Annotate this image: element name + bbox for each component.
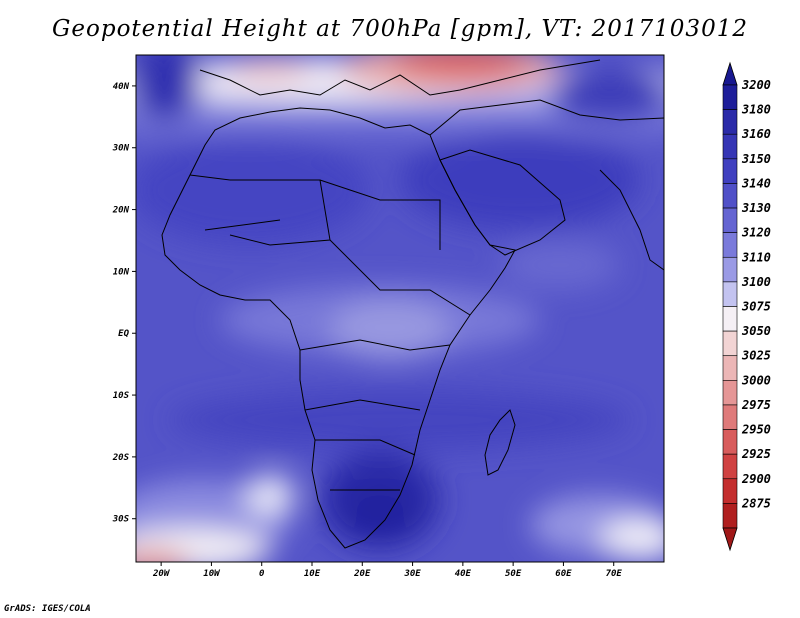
longitude-ticks: 20W 10W 0 10E 20E 30E 40E 50E 60E 70E xyxy=(152,562,622,579)
colorbar-swatch xyxy=(722,503,738,529)
lat-tick-label: 40N xyxy=(113,82,130,92)
lon-tick-label: 30E xyxy=(403,569,421,579)
colorbar-swatch xyxy=(722,133,738,160)
lon-tick-label: 10E xyxy=(304,569,321,579)
colorbar-swatch xyxy=(722,306,738,332)
colorbar-label: 3160 xyxy=(741,127,771,141)
lat-tick-label: 30S xyxy=(112,515,130,525)
grads-credit: GrADS: IGES/COLA xyxy=(4,604,91,614)
colorbar-swatch xyxy=(722,158,738,184)
lon-tick-label: 20E xyxy=(353,569,371,579)
lat-tick-label: EQ xyxy=(118,329,129,339)
colorbar-label: 3100 xyxy=(741,275,771,289)
colorbar-swatch xyxy=(722,256,738,283)
colorbar-swatch xyxy=(722,281,738,307)
lon-tick-label: 0 xyxy=(259,569,265,579)
colorbar-swatch xyxy=(722,109,738,135)
colorbar-swatch xyxy=(722,404,738,430)
colorbar-label: 3000 xyxy=(741,373,771,387)
colorbar-label: 3050 xyxy=(741,324,771,338)
colorbar-swatch xyxy=(722,330,738,357)
colorbar-label: 2925 xyxy=(741,447,771,461)
colorbar-swatch xyxy=(722,355,738,381)
colorbar-label: 2975 xyxy=(741,398,771,412)
colorbar-label: 3200 xyxy=(741,78,771,92)
lon-tick-label: 70E xyxy=(606,569,623,579)
colorbar-swatch xyxy=(722,232,738,258)
lat-tick-label: 30N xyxy=(112,144,130,154)
colorbar-label: 2950 xyxy=(741,423,771,437)
lat-tick-label: 20N xyxy=(112,206,130,216)
lon-tick-label: 20W xyxy=(152,569,171,579)
lon-tick-label: 50E xyxy=(505,569,522,579)
colorbar-swatch xyxy=(722,183,738,209)
lon-tick-label: 10W xyxy=(203,569,221,579)
lat-tick-label: 10S xyxy=(113,391,130,401)
colorbar-label: 3150 xyxy=(741,152,771,166)
colorbar-swatch xyxy=(722,453,738,480)
colorbar-label: 3180 xyxy=(741,103,771,117)
colorbar-swatch xyxy=(722,429,738,455)
colorbar-label: 3130 xyxy=(741,201,771,215)
colorbar: 3200 3180 3160 3150 3140 3130 3120 3110 3100 3075… xyxy=(722,61,771,552)
colorbar-swatch xyxy=(722,207,738,233)
colorbar-top-arrow xyxy=(722,61,738,86)
lon-tick-label: 40E xyxy=(455,569,472,579)
colorbar-swatch xyxy=(722,478,738,504)
map-frame xyxy=(135,54,665,563)
colorbar-label: 3120 xyxy=(741,226,771,240)
lat-tick-label: 10N xyxy=(113,267,130,277)
colorbar-label: 2875 xyxy=(741,496,771,510)
colorbar-swatch xyxy=(722,380,738,406)
lon-tick-label: 60E xyxy=(555,569,572,579)
map-title: Geopotential Height at 700hPa [gpm], VT:… xyxy=(52,16,748,42)
colorbar-label: 3140 xyxy=(741,176,771,190)
colorbar-bottom-arrow xyxy=(722,527,738,552)
coastlines xyxy=(161,59,664,549)
colorbar-label: 2900 xyxy=(741,472,771,486)
latitude-ticks: 40N 30N 20N 10N EQ 10S 20S 30S xyxy=(112,82,136,525)
height-field xyxy=(136,55,664,562)
colorbar-label: 3025 xyxy=(741,349,771,363)
colorbar-label: 3110 xyxy=(741,250,771,264)
colorbar-label: 3075 xyxy=(741,300,771,314)
lat-tick-label: 20S xyxy=(112,453,130,463)
colorbar-swatch xyxy=(722,84,738,110)
